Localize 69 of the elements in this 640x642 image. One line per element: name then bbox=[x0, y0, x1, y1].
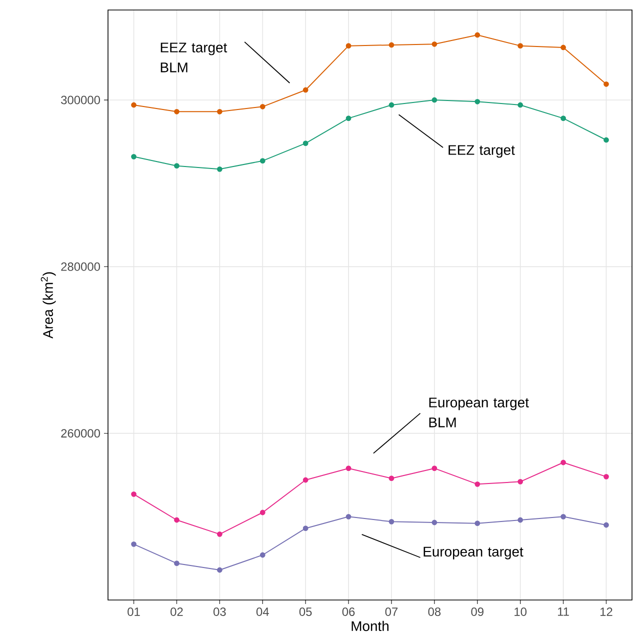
point bbox=[260, 158, 266, 164]
point bbox=[518, 517, 524, 523]
point bbox=[604, 81, 609, 87]
y-tick-label: 300000 bbox=[61, 96, 100, 104]
x-tick-label: 12 bbox=[600, 608, 612, 616]
x-tick-label: 07 bbox=[385, 608, 398, 616]
point bbox=[260, 104, 266, 110]
point bbox=[216, 166, 222, 172]
point bbox=[131, 541, 136, 547]
y-axis-title: Area (km$^{2}$) bbox=[40, 272, 56, 339]
point bbox=[216, 531, 222, 537]
point bbox=[174, 108, 180, 114]
x-tick-label: 03 bbox=[213, 608, 226, 616]
x-axis-title: Month bbox=[352, 620, 388, 632]
x-tick-label: 10 bbox=[514, 608, 527, 616]
point bbox=[560, 44, 566, 50]
point bbox=[388, 476, 394, 482]
point bbox=[174, 163, 180, 169]
point bbox=[604, 474, 609, 480]
point bbox=[302, 526, 308, 532]
y-tick-label: 280000 bbox=[61, 262, 100, 271]
x-tick-label: 02 bbox=[170, 608, 183, 616]
point bbox=[302, 477, 308, 483]
point bbox=[388, 102, 394, 108]
point bbox=[432, 41, 438, 47]
x-tick-label: 06 bbox=[342, 608, 355, 616]
series-label: European target bbox=[424, 546, 524, 560]
point bbox=[388, 518, 394, 524]
x-tick-label: 09 bbox=[471, 608, 484, 616]
x-tick-label: 05 bbox=[299, 608, 312, 616]
point bbox=[432, 97, 438, 103]
point bbox=[604, 522, 609, 528]
point bbox=[174, 517, 180, 523]
text: EEZ target bbox=[448, 145, 515, 158]
point bbox=[216, 108, 222, 114]
x-tick-label: 04 bbox=[256, 608, 269, 616]
x-tick-label: 01 bbox=[128, 608, 140, 616]
point bbox=[474, 98, 480, 104]
y-tick-label: 260000 bbox=[61, 429, 100, 438]
point bbox=[216, 567, 222, 573]
point bbox=[432, 520, 438, 526]
text: EEZ target BLM bbox=[160, 42, 228, 72]
point bbox=[131, 102, 136, 108]
point bbox=[346, 116, 352, 122]
point bbox=[560, 116, 566, 122]
text: European target BLM bbox=[429, 398, 529, 428]
point bbox=[560, 514, 566, 520]
point bbox=[302, 140, 308, 146]
point bbox=[518, 43, 524, 49]
point bbox=[518, 478, 524, 484]
point bbox=[346, 514, 352, 520]
x-tick-label: 11 bbox=[558, 608, 569, 616]
point bbox=[302, 87, 308, 93]
x-tick-label: 08 bbox=[428, 608, 441, 616]
point bbox=[174, 560, 180, 566]
point bbox=[388, 42, 394, 48]
point bbox=[131, 491, 136, 497]
point bbox=[518, 102, 524, 108]
point bbox=[474, 481, 480, 487]
point bbox=[604, 137, 609, 143]
point bbox=[131, 154, 136, 160]
point bbox=[346, 466, 352, 472]
point bbox=[432, 466, 438, 472]
point bbox=[260, 510, 266, 516]
point bbox=[346, 43, 352, 49]
point bbox=[474, 32, 480, 38]
point bbox=[260, 552, 266, 558]
point bbox=[474, 520, 480, 526]
point bbox=[560, 460, 566, 466]
